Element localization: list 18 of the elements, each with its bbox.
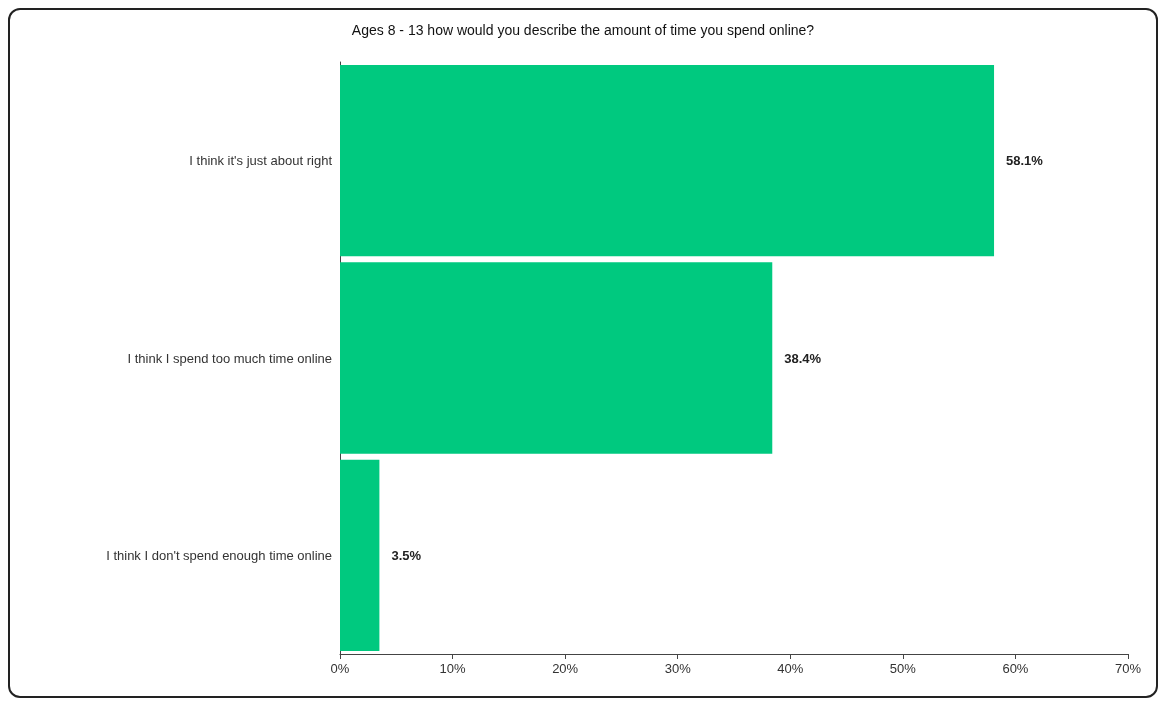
x-tick-label: 30% (664, 661, 692, 676)
x-tick-label: 50% (889, 661, 917, 676)
bar (340, 64, 995, 257)
x-tick-label: 70% (1114, 661, 1142, 676)
x-tick-label: 0% (330, 661, 350, 676)
bar (340, 262, 773, 454)
chart-title: Ages 8 - 13 how would you describe the amount of time you spend online? (351, 22, 815, 38)
y-tick-label: I think I don't spend enough time online (106, 547, 332, 563)
data-label: 58.1% (1006, 153, 1044, 169)
x-tick-label: 20% (552, 661, 579, 676)
x-tick-label: 10% (439, 661, 467, 676)
bar (340, 459, 380, 652)
y-tick-label: I think I spend too much time online (127, 350, 332, 366)
x-tick-label: 60% (1002, 661, 1029, 676)
data-label: 3.5% (391, 547, 422, 563)
y-tick-label: I think it's just about right (189, 153, 333, 169)
x-tick-label: 40% (777, 661, 804, 676)
data-label: 38.4% (784, 350, 822, 366)
